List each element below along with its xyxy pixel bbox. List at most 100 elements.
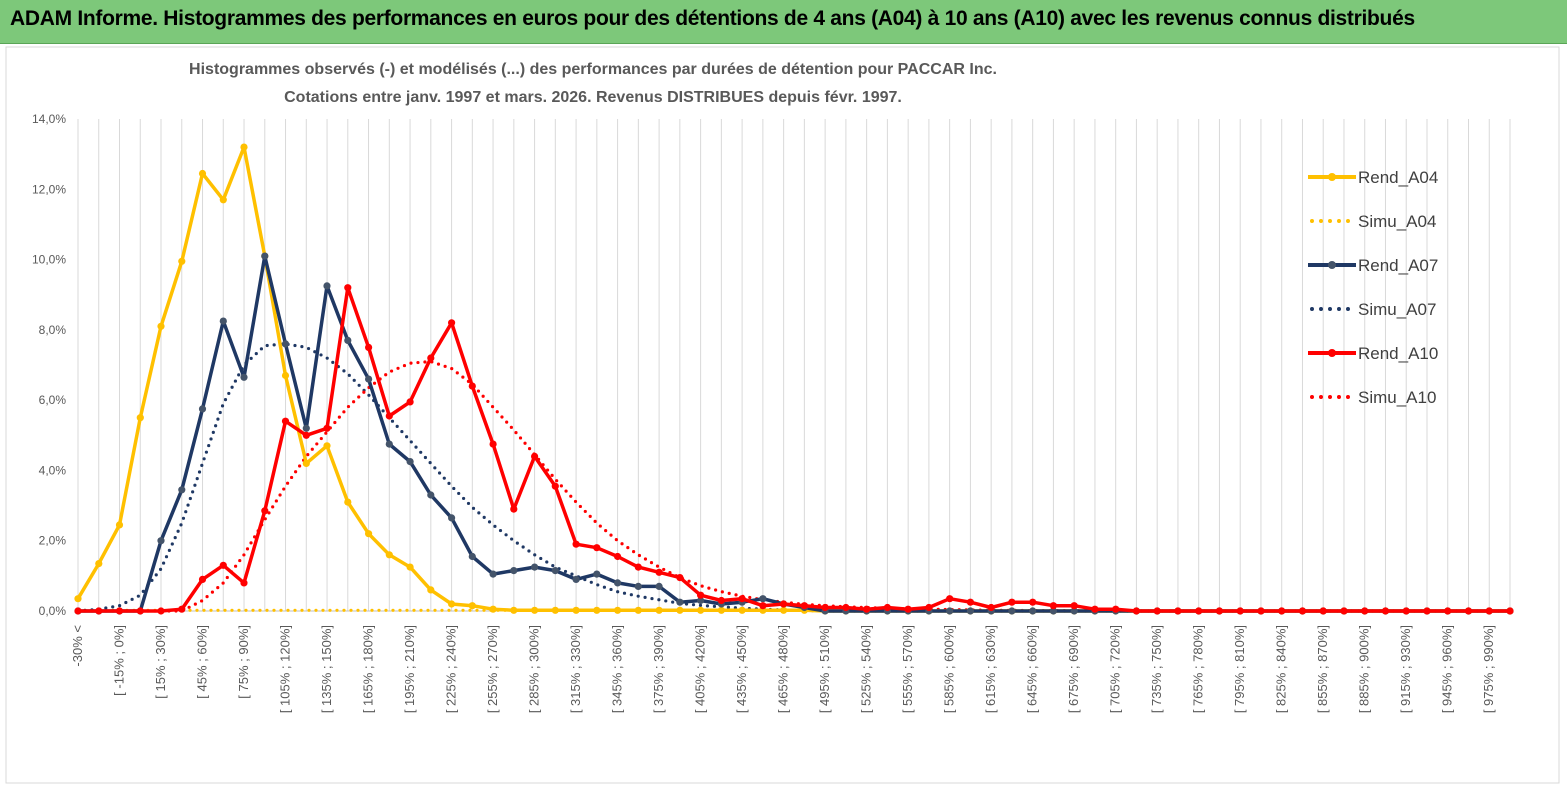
point-Rend_A07 [406,458,414,466]
x-tick-label: [ 105% ; 120%] [278,625,293,713]
y-tick-label: 10,0% [32,253,66,267]
point-Rend_A10 [676,574,684,582]
point-Rend_A07 [365,375,373,383]
point-Rend_A10 [281,417,290,425]
legend-item-Rend_A10: Rend_A10 [1308,344,1438,363]
legend-label: Simu_A10 [1358,388,1436,407]
point-Rend_A07 [697,596,705,605]
point-Rend_A04 [385,551,393,559]
series-Simu_A04 [76,608,1512,613]
point-Rend_A10 [821,603,829,612]
point-Rend_A10 [198,575,207,584]
x-tick-label: [ 345% ; 360%] [610,625,625,713]
point-Rend_A04 [365,530,373,538]
point-Rend_A10 [115,607,124,615]
x-tick-label: [ 825% ; 840%] [1274,625,1289,713]
report-banner: ADAM Informe. Histogrammes des performan… [0,0,1567,44]
point-Rend_A07 [240,373,248,381]
point-Rend_A10 [1029,598,1037,606]
point-Rend_A04 [115,521,124,529]
point-Rend_A10 [1236,607,1244,615]
point-Rend_A10 [1506,607,1514,615]
point-Rend_A10 [178,605,186,613]
point-Rend_A10 [1361,607,1369,615]
point-Rend_A10 [1132,607,1140,615]
point-Rend_A04 [448,600,456,608]
point-Rend_A04 [406,563,414,571]
point-Rend_A07 [634,582,642,591]
point-Rend_A10 [614,552,622,561]
point-Rend_A10 [74,607,82,615]
legend: Rend_A04 Simu_A04 Rend_A07 Simu_A07 Rend_A10… [1308,168,1438,407]
y-tick-label: 4,0% [39,463,67,477]
legend-label: Rend_A10 [1358,344,1438,363]
legend-marker [1328,349,1336,357]
point-Rend_A04 [198,169,207,178]
x-tick-label: [ 585% ; 600%] [942,625,957,713]
point-Rend_A10 [531,452,539,460]
point-Rend_A10 [427,354,435,362]
point-Rend_A07 [219,317,227,325]
y-tick-label: 8,0% [39,323,67,337]
chart-area: Histogrammes observés (-) et modélisés (… [0,44,1567,789]
point-Rend_A10 [593,544,601,552]
point-Rend_A10 [261,507,269,515]
x-tick-label: [ 315% ; 330%] [568,625,583,713]
point-Rend_A07 [551,567,559,575]
point-Rend_A10 [1112,605,1120,613]
point-Rend_A10 [323,424,331,432]
point-Rend_A04 [676,606,684,614]
x-tick-label: [ 15% ; 30%] [153,625,168,699]
chart-titles: Histogrammes observés (-) et modélisés (… [189,61,997,106]
x-tick-label: [ 645% ; 660%] [1025,625,1040,713]
point-Rend_A10 [136,607,144,615]
legend-label: Simu_A04 [1358,212,1436,231]
legend-label: Simu_A07 [1358,300,1436,319]
point-Rend_A04 [489,605,497,613]
point-Rend_A10 [883,603,892,612]
point-Rend_A04 [551,606,559,614]
point-Rend_A10 [1381,607,1390,615]
point-Rend_A07 [531,563,539,571]
point-Rend_A10 [385,412,393,420]
point-Rend_A07 [1029,607,1037,615]
point-Rend_A10 [1049,602,1057,610]
point-Rend_A07 [655,582,663,591]
point-Rend_A04 [240,143,248,151]
point-Rend_A07 [157,537,165,545]
x-tick-label: [ 195% ; 210%] [402,625,417,713]
point-Rend_A10 [510,505,518,513]
point-Rend_A10 [946,595,954,603]
point-Rend_A07 [614,579,622,587]
report-title: ADAM Informe. Histogrammes des performan… [10,7,1415,30]
point-Rend_A10 [1464,607,1473,615]
point-Rend_A04 [157,322,165,330]
point-Rend_A07 [572,575,580,584]
point-Rend_A10 [468,382,476,390]
point-Rend_A04 [95,560,103,568]
x-tick-label: [ 465% ; 480%] [776,625,791,713]
point-Rend_A04 [302,459,310,467]
point-Rend_A07 [198,405,207,413]
point-Rend_A04 [136,414,144,422]
point-Rend_A10 [1174,607,1182,615]
point-Rend_A07 [385,440,393,448]
point-Rend_A10 [1402,607,1410,615]
line-Rend_A10 [78,285,1510,613]
series-Rend_A10 [74,284,1514,615]
point-Rend_A07 [489,570,497,578]
x-tick-label: [ 855% ; 870%] [1315,625,1330,713]
point-Rend_A07 [946,607,954,615]
x-tick-label: [ 675% ; 690%] [1066,625,1081,713]
point-Rend_A10 [448,319,456,327]
point-Rend_A10 [925,603,933,612]
y-tick-label: 2,0% [39,534,67,548]
x-tick-label: [ -15% ; 0%] [112,625,127,696]
point-Rend_A04 [344,498,352,506]
point-Rend_A10 [302,431,310,439]
x-tick-label: [ 765% ; 780%] [1191,625,1206,713]
point-Rend_A10 [800,602,809,610]
point-Rend_A04 [323,442,331,450]
x-tick-label: [ 225% ; 240%] [444,625,459,713]
point-Rend_A04 [178,257,186,265]
